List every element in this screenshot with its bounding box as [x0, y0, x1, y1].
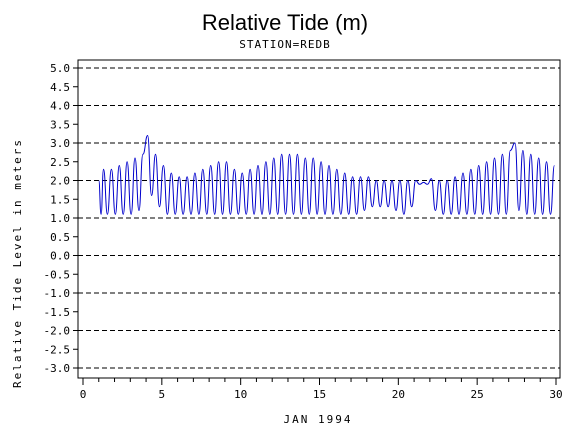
y-tick-label: 0.5 [50, 231, 70, 244]
grid-lines [78, 67, 560, 369]
y-axis: -3.0 -2.5 -2.0 -1.5 -1.0 -0.5 0.0 0.5 1.0 1.5 2.0 2… [44, 62, 78, 375]
series-group [98, 134, 555, 215]
x-tick-label: 25 [471, 388, 484, 401]
y-tick-label: 4.0 [50, 100, 70, 113]
y-tick-label: 4.5 [50, 81, 70, 94]
x-tick-label: 30 [549, 388, 562, 401]
y-tick-label: -2.5 [44, 343, 71, 356]
y-tick-label: 3.5 [50, 118, 70, 131]
x-axis-label: JAN 1994 [284, 413, 353, 426]
tide-series-line [98, 134, 555, 215]
y-tick-label: 2.0 [50, 175, 70, 188]
y-tick-label: 5.0 [50, 62, 70, 75]
x-tick-label: 10 [234, 388, 247, 401]
y-tick-label: -0.5 [44, 268, 71, 281]
x-axis: 0 5 10 15 20 25 30 [80, 378, 563, 401]
chart-title: Relative Tide (m) [202, 10, 368, 35]
x-tick-label: 20 [392, 388, 405, 401]
x-tick-label: 15 [313, 388, 326, 401]
y-tick-label: -1.5 [44, 306, 71, 319]
y-tick-label: -3.0 [44, 362, 71, 375]
y-tick-label: 3.0 [50, 137, 70, 150]
chart-subtitle: STATION=REDB [239, 38, 330, 51]
y-tick-label: 2.5 [50, 156, 70, 169]
y-tick-label: 1.5 [50, 193, 70, 206]
y-tick-label: 0.0 [50, 250, 70, 263]
x-tick-label: 5 [159, 388, 166, 401]
x-tick-label: 0 [80, 388, 87, 401]
y-tick-label: 1.0 [50, 212, 70, 225]
y-axis-label: Relative Tide Level in meters [11, 138, 24, 388]
y-tick-label: -1.0 [44, 287, 71, 300]
y-tick-label: -2.0 [44, 325, 71, 338]
